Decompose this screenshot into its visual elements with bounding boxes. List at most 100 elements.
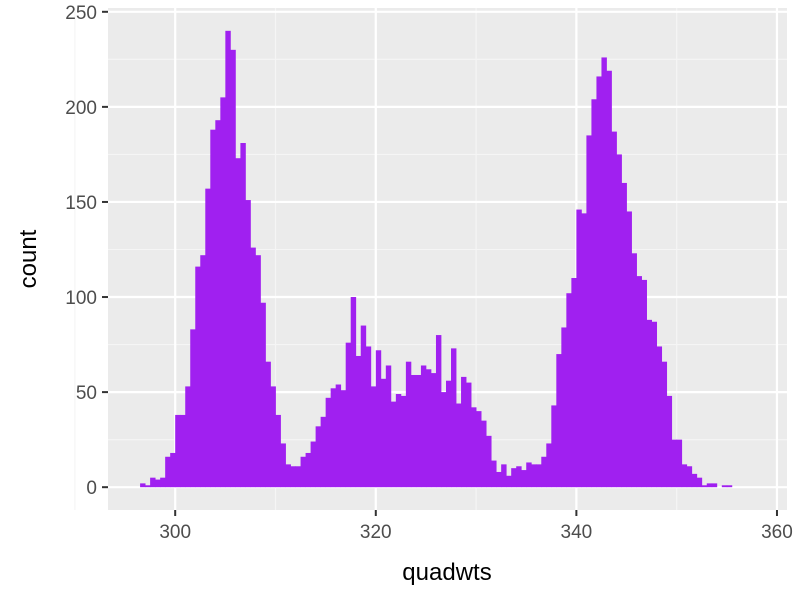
histogram-bar — [601, 57, 607, 488]
histogram-bar — [576, 209, 582, 488]
histogram-bar — [280, 443, 286, 488]
histogram-bar — [456, 403, 462, 488]
histogram-bar — [360, 325, 367, 488]
histogram-bar — [375, 350, 382, 488]
histogram-bar — [390, 401, 397, 488]
histogram-bar — [521, 470, 527, 488]
histogram-bar — [170, 452, 176, 488]
histogram-bar — [501, 464, 507, 488]
histogram-bar — [471, 407, 477, 488]
histogram-bar — [185, 386, 191, 488]
histogram-bar — [656, 346, 663, 488]
histogram-bar — [180, 414, 186, 488]
histogram-bar — [641, 279, 647, 488]
histogram-bar — [621, 182, 627, 488]
histogram-bar — [696, 477, 703, 488]
histogram-bar — [350, 297, 357, 488]
histogram-bar — [671, 439, 678, 488]
histogram-bar — [270, 386, 276, 488]
histogram-bar — [355, 355, 362, 488]
histogram-bar — [636, 276, 642, 488]
histogram-bar — [546, 443, 552, 488]
y-tick-label: 0 — [86, 478, 97, 499]
y-tick-label: 100 — [65, 288, 97, 309]
histogram-bar — [245, 200, 251, 488]
histogram-bar — [240, 143, 246, 488]
histogram-bar — [596, 76, 602, 488]
histogram-bar — [400, 395, 407, 488]
histogram-bar — [365, 346, 372, 488]
histogram-bar — [195, 266, 201, 488]
y-axis-title: count — [15, 229, 42, 288]
histogram-bar — [430, 373, 437, 488]
histogram-bar — [220, 97, 226, 488]
histogram-bar — [415, 374, 422, 488]
histogram-bar — [586, 135, 592, 488]
histogram-bar — [496, 471, 502, 488]
histogram-bar — [380, 378, 387, 488]
histogram-bar — [175, 414, 181, 488]
histogram-bar — [395, 394, 402, 488]
histogram-bar — [205, 188, 211, 488]
histogram-bar — [461, 376, 467, 488]
histogram-bar — [410, 374, 417, 488]
histogram-bar — [340, 390, 347, 488]
histogram-bar — [566, 293, 572, 488]
x-tick-label: 360 — [761, 522, 793, 543]
histogram-bar — [305, 452, 311, 488]
y-tick-label: 150 — [65, 193, 97, 214]
histogram-bar — [611, 131, 617, 488]
histogram-bar — [310, 441, 317, 488]
histogram-bar — [701, 485, 708, 488]
histogram-bar — [606, 70, 612, 488]
histogram-bar — [445, 380, 452, 488]
histogram-bar — [711, 483, 718, 488]
histogram-bar — [435, 335, 442, 488]
y-tick-label: 200 — [65, 98, 97, 119]
histogram-bar — [335, 384, 342, 488]
histogram-bar — [571, 278, 577, 488]
histogram-bar — [165, 456, 171, 488]
histogram-bar — [425, 369, 432, 488]
histogram-bar — [230, 49, 236, 488]
histogram-bar — [531, 464, 537, 488]
histogram-bar — [721, 485, 728, 488]
y-axis: 0 50 100 150 200 250 — [65, 3, 108, 499]
histogram-bar — [215, 120, 221, 488]
histogram-bar — [260, 302, 266, 488]
histogram-bar — [686, 466, 693, 488]
histogram-bar — [160, 477, 166, 488]
histogram-bar — [295, 466, 301, 488]
histogram-bar — [646, 319, 653, 488]
histogram-bar — [551, 405, 557, 488]
histogram-bar — [681, 464, 688, 488]
histogram-bar — [150, 477, 156, 488]
histogram-bar — [330, 388, 337, 488]
histogram-bar — [155, 479, 161, 488]
histogram-bar — [440, 392, 447, 488]
histogram-bar — [661, 361, 668, 488]
histogram-bar — [325, 397, 332, 488]
y-tick-label: 250 — [65, 3, 97, 24]
histogram-bar — [476, 411, 482, 488]
x-tick-label: 320 — [360, 522, 392, 543]
histogram-bar — [235, 158, 241, 488]
x-axis-title: quadwts — [402, 559, 491, 586]
histogram-bar — [516, 466, 522, 488]
histogram-bar — [556, 354, 562, 488]
histogram-bar — [536, 464, 542, 488]
histogram-bar — [300, 456, 306, 488]
histogram-bar — [275, 414, 281, 488]
histogram-bar — [140, 483, 146, 488]
histogram-bar — [511, 468, 517, 488]
histogram-bar — [145, 485, 151, 488]
histogram-bar — [345, 342, 352, 488]
histogram-bar — [491, 460, 497, 488]
histogram-bar — [481, 420, 487, 488]
histogram-bar — [285, 464, 291, 488]
histogram-bar — [651, 321, 658, 488]
x-tick-label: 300 — [159, 522, 191, 543]
histogram-bar — [631, 253, 637, 488]
histogram-bar — [676, 439, 683, 488]
histogram-bar — [591, 99, 597, 488]
